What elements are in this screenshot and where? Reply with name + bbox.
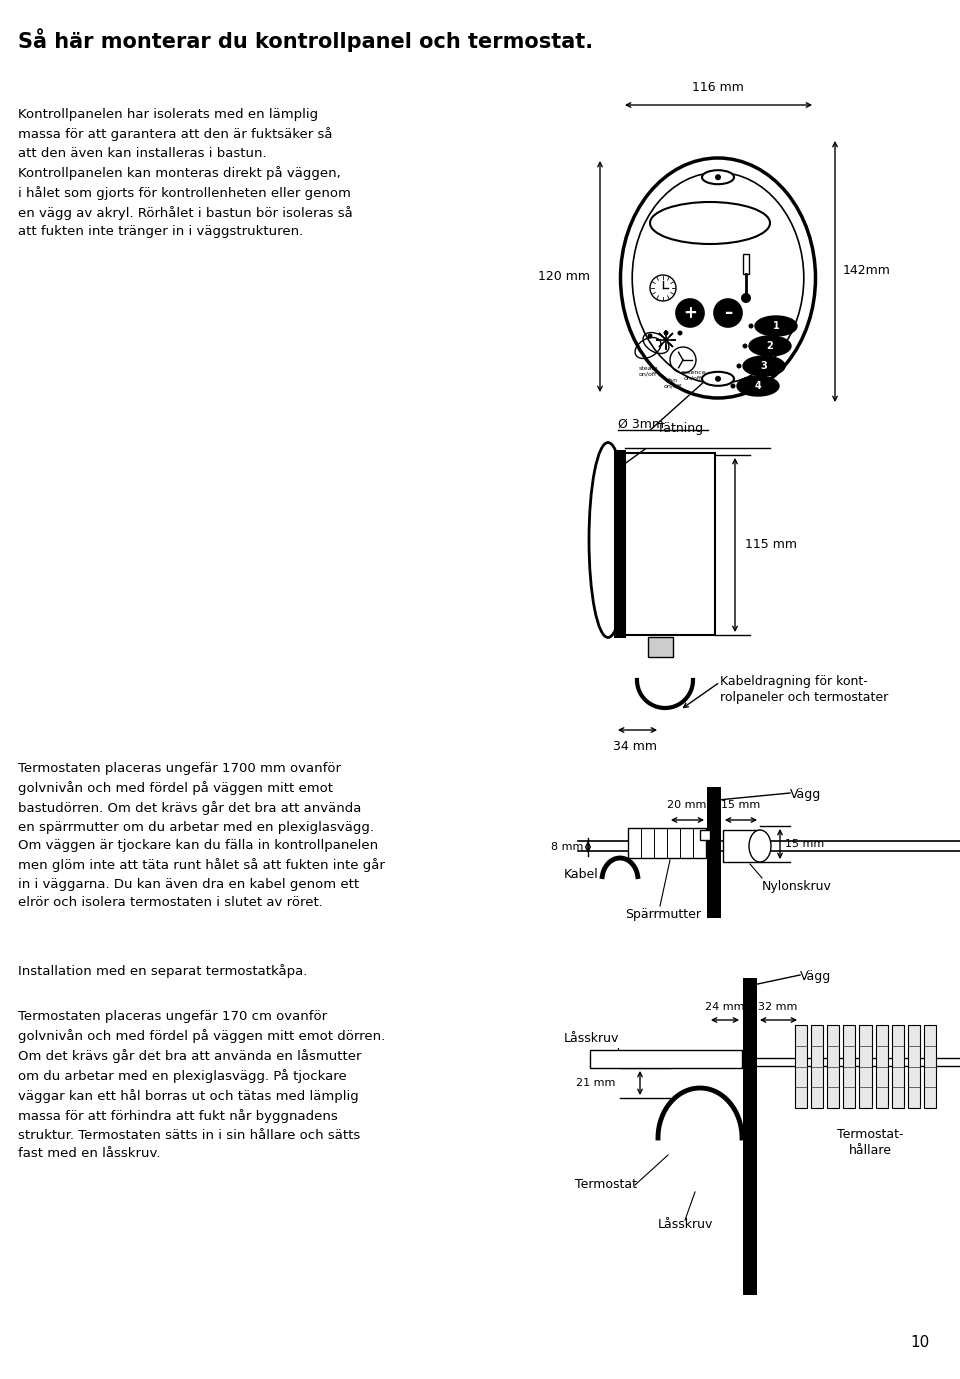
Text: 4: 4 (755, 381, 761, 392)
Text: Låsskruv: Låsskruv (658, 1218, 712, 1231)
Text: Vägg: Vägg (800, 969, 831, 983)
Bar (828, 1025, 839, 1107)
Bar (614, 450, 626, 638)
Text: 34 mm: 34 mm (613, 741, 657, 753)
Circle shape (678, 331, 683, 335)
Text: Kabel: Kabel (564, 869, 599, 881)
Circle shape (676, 299, 704, 327)
Text: 142mm: 142mm (843, 265, 891, 277)
Ellipse shape (743, 356, 785, 376)
Bar (892, 1025, 903, 1107)
Ellipse shape (620, 159, 815, 399)
Text: 8 mm: 8 mm (551, 843, 583, 852)
Circle shape (731, 383, 735, 389)
Bar (648, 637, 673, 656)
Ellipse shape (702, 372, 734, 386)
Text: 21 mm: 21 mm (576, 1078, 615, 1088)
Bar (700, 830, 710, 840)
Circle shape (742, 343, 748, 349)
Text: Kabeldragning för kont-
rolpaneler och termostater: Kabeldragning för kont- rolpaneler och t… (720, 674, 888, 705)
Text: Termostat-
hållare: Termostat- hållare (837, 1128, 903, 1157)
Text: fan
on/off: fan on/off (664, 378, 682, 389)
Text: Spärrmutter: Spärrmutter (625, 907, 701, 921)
Text: Termostat: Termostat (575, 1178, 637, 1191)
Ellipse shape (737, 376, 779, 396)
Text: 15 mm: 15 mm (785, 838, 825, 849)
Circle shape (715, 376, 721, 382)
Bar (707, 787, 721, 918)
Text: –: – (724, 303, 732, 323)
Text: Installation med en separat termostatkåpa.: Installation med en separat termostatkåp… (18, 964, 307, 978)
Text: Nylonskruv: Nylonskruv (762, 880, 832, 894)
Text: Så här monterar du kontrollpanel och termostat.: Så här monterar du kontrollpanel och ter… (18, 28, 593, 52)
Circle shape (663, 331, 668, 335)
Circle shape (715, 174, 721, 181)
Text: Ø 3mm: Ø 3mm (618, 418, 664, 432)
Circle shape (741, 292, 751, 303)
Text: 3: 3 (760, 361, 767, 371)
Text: steam
on/off: steam on/off (638, 365, 658, 376)
Bar (743, 978, 757, 1295)
Ellipse shape (702, 170, 734, 185)
Bar (590, 1049, 742, 1067)
Text: 1: 1 (773, 321, 780, 331)
Text: 116 mm: 116 mm (692, 81, 744, 94)
Bar (743, 254, 749, 274)
Text: Tätning: Tätning (657, 422, 703, 434)
Text: 32 mm: 32 mm (758, 1003, 798, 1012)
Text: 10: 10 (911, 1335, 930, 1350)
Text: 2: 2 (767, 341, 774, 352)
Circle shape (749, 324, 754, 328)
Bar (625, 452, 715, 634)
Circle shape (647, 334, 653, 338)
Ellipse shape (755, 316, 797, 336)
Circle shape (714, 299, 742, 327)
Circle shape (736, 364, 741, 368)
Text: Vägg: Vägg (790, 787, 821, 801)
Text: 115 mm: 115 mm (745, 539, 797, 552)
Text: Termostaten placeras ungefär 170 cm ovanför
golvnivån och med fördel på väggen m: Termostaten placeras ungefär 170 cm ovan… (18, 1009, 385, 1160)
Text: 120 mm: 120 mm (538, 269, 590, 283)
Bar (859, 1025, 872, 1107)
Ellipse shape (589, 443, 627, 637)
Bar (876, 1025, 888, 1107)
Text: Låsskruv: Låsskruv (564, 1031, 619, 1045)
Text: +: + (684, 303, 697, 323)
Text: 24 mm: 24 mm (706, 1003, 745, 1012)
Text: 20 mm: 20 mm (667, 800, 707, 809)
Bar (811, 1025, 823, 1107)
Bar (795, 1025, 807, 1107)
Bar (628, 827, 706, 858)
Bar (843, 1025, 855, 1107)
Text: 15 mm: 15 mm (721, 800, 760, 809)
Bar (723, 830, 760, 862)
Text: Termostaten placeras ungefär 1700 mm ovanför
golvnivån och med fördel på väggen : Termostaten placeras ungefär 1700 mm ova… (18, 763, 385, 909)
Bar (924, 1025, 936, 1107)
Ellipse shape (749, 336, 791, 356)
Ellipse shape (749, 830, 771, 862)
Text: essence
on/off: essence on/off (681, 370, 706, 381)
Bar (908, 1025, 920, 1107)
Text: Kontrollpanelen har isolerats med en lämplig
massa för att garantera att den är : Kontrollpanelen har isolerats med en läm… (18, 108, 352, 239)
